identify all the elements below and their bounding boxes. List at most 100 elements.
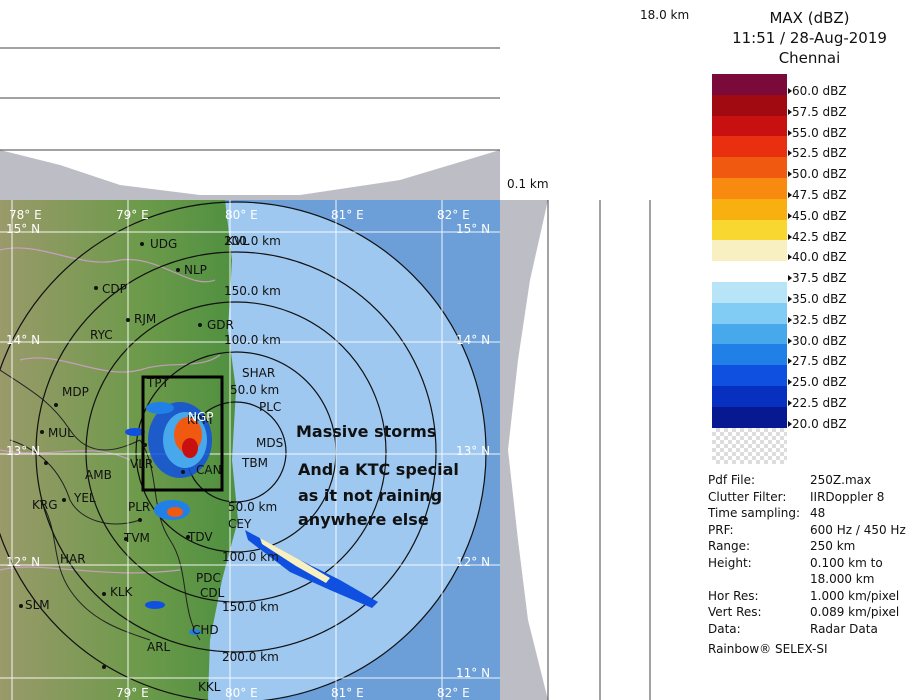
city-har: HAR — [60, 552, 86, 566]
ring-label-150-south: 150.0 km — [222, 600, 279, 614]
legend-label: 50.0 dBZ — [792, 167, 847, 182]
info-row: PRF: 600 Hz / 450 Hz — [708, 523, 918, 540]
legend-tick-icon — [788, 88, 792, 94]
side-height-profile — [500, 200, 700, 700]
legend-label: 37.5 dBZ — [792, 271, 847, 286]
city-mul: MUL — [48, 426, 74, 440]
city-klk: KLK — [110, 585, 133, 599]
city-plc: PLC — [259, 400, 282, 414]
city-mds: MDS — [256, 436, 284, 450]
city-arl: ARL — [147, 640, 171, 654]
lon-label-80-bottom: 80° E — [225, 686, 258, 700]
legend-swatch — [712, 344, 787, 366]
legend-swatch — [712, 406, 787, 428]
legend-label: 22.5 dBZ — [792, 396, 847, 410]
city-dots — [19, 242, 202, 669]
city-amb: AMB — [85, 468, 112, 482]
city-pdc: PDC — [196, 571, 221, 585]
lon-label-81-bottom: 81° E — [331, 686, 364, 700]
legend-tick-icon — [788, 192, 792, 198]
lat-label-15-right: 15° N — [456, 222, 491, 236]
legend-swatch — [712, 261, 787, 283]
ring-label-100-south: 100.0 km — [222, 550, 279, 564]
legend-tick-icon — [788, 420, 792, 427]
info-value: Radar Data — [810, 621, 878, 636]
city-gdr: GDR — [207, 318, 234, 332]
annotation-line-4: anywhere else — [298, 510, 429, 529]
city-ngp: NGP — [188, 410, 214, 424]
lat-label-14-right: 14° N — [456, 333, 491, 347]
city-shar: SHAR — [242, 366, 276, 380]
info-key: Clutter Filter: — [708, 489, 787, 504]
legend-tick-icon — [788, 108, 792, 115]
info-value: 250 km — [810, 539, 856, 553]
lon-label-78: 78° E — [9, 208, 42, 222]
info-value: 18.000 km — [810, 572, 875, 586]
city-tdv: TDV — [188, 530, 213, 544]
info-row: Range: 250 km — [708, 539, 918, 556]
info-row: Vert Res: 0.089 km/pixel — [708, 605, 918, 622]
info-key: PRF: — [708, 522, 734, 537]
district-boundaries — [0, 369, 201, 641]
info-value: 1.000 km/pixel — [810, 588, 900, 603]
legend-tick-icon — [788, 233, 792, 240]
legend-label: 30.0 dBZ — [792, 333, 847, 348]
legend-swatch — [712, 94, 787, 116]
lon-label-82: 82° E — [437, 208, 470, 222]
side-profile-plot — [500, 200, 651, 700]
legend-tick-icon — [788, 129, 792, 136]
legend-tick-icon — [788, 296, 792, 302]
info-row: 18.000 km — [708, 572, 918, 589]
ring-label-200-south: 200.0 km — [222, 650, 279, 664]
lat-label-12-right: 12° N — [456, 555, 491, 569]
legend-tick-icon — [788, 316, 792, 323]
city-rjm: RJM — [134, 312, 157, 326]
info-value: IIRDoppler 8 — [810, 489, 885, 504]
info-row: Clutter Filter: IIRDoppler 8 — [708, 490, 918, 507]
lon-label-80: 80° E — [225, 208, 258, 222]
city-nlp: NLP — [184, 263, 207, 277]
annotation-line-2: And a KTC special — [298, 460, 459, 479]
station-name: Chennai — [778, 49, 841, 67]
legend-tick-icon — [788, 254, 792, 261]
lat-label-13-left: 13° N — [6, 444, 41, 458]
legend-label: 55.0 dBZ — [792, 125, 847, 140]
annotation-line-3: as it not raining — [298, 486, 443, 505]
height-top-label: 18.0 km — [640, 8, 690, 22]
city-krg: KRG — [32, 498, 58, 512]
lat-label-13-right: 13° N — [456, 444, 491, 458]
height-bottom-label: 0.1 km — [507, 177, 549, 191]
info-row: Height: 0.100 km to — [708, 556, 918, 573]
legend-swatch — [712, 74, 787, 95]
city-tpt: TPT — [147, 376, 169, 390]
land-mass — [0, 200, 238, 700]
city-kpm: KPM — [187, 413, 213, 427]
city-can: CAN — [196, 463, 222, 477]
lat-lon-grid — [0, 200, 500, 700]
info-value: 600 Hz / 450 Hz — [810, 522, 906, 537]
legend-panel: MAX (dBZ) 11:51 / 28-Aug-2019 Chennai 60… — [700, 0, 919, 700]
footer-credit: Rainbow® SELEX-SI — [708, 642, 828, 656]
timestamp: 11:51 / 28-Aug-2019 — [732, 29, 887, 47]
legend-swatch — [712, 136, 787, 158]
legend-tick-icon — [788, 150, 792, 157]
legend-label: 40.0 dBZ — [792, 250, 847, 265]
no-data-swatch — [712, 428, 787, 464]
info-row: Time sampling: 48 — [708, 506, 918, 523]
legend-label: 47.5 dBZ — [792, 188, 847, 202]
legend-tick-icon — [788, 358, 792, 365]
info-key: Vert Res: — [708, 605, 762, 619]
top-profile-plot — [0, 47, 500, 200]
city-mdp: MDP — [62, 385, 89, 399]
ring-label-100-north: 100.0 km — [224, 333, 281, 347]
legend-label: 52.5 dBZ — [792, 146, 847, 161]
info-value: 250Z.max — [810, 473, 872, 487]
legend-swatch — [712, 365, 787, 387]
ring-label-50-north: 50.0 km — [230, 383, 280, 397]
lon-label-79: 79° E — [116, 208, 149, 222]
radar-map-svg — [0, 200, 500, 700]
city-cdl: CDL — [200, 586, 225, 600]
city-udg: UDG — [150, 237, 178, 251]
legend-tick-icon — [788, 400, 792, 406]
legend-label: 20.0 dBZ — [792, 416, 847, 431]
